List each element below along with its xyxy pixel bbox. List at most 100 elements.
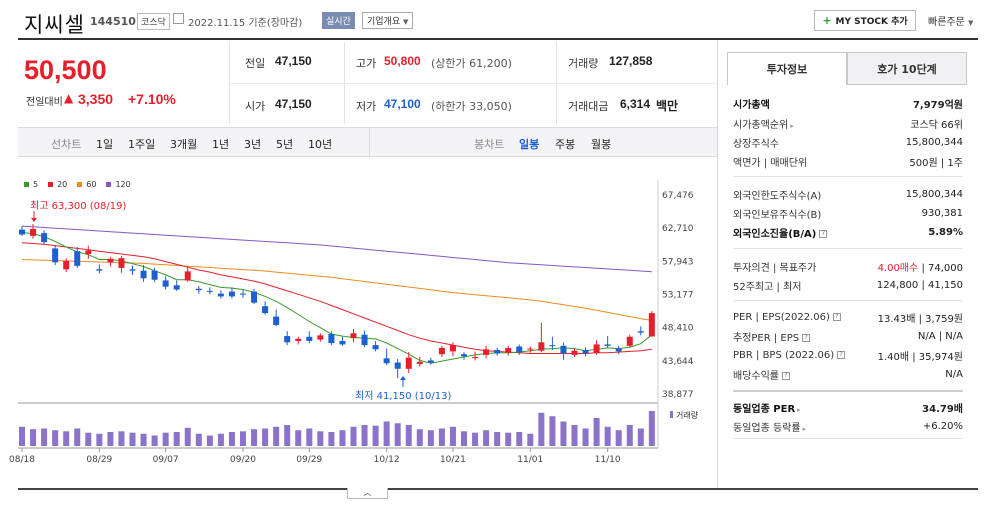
sector-chg-label[interactable]: 동일업종 등락률	[733, 422, 801, 434]
candle-body	[129, 269, 136, 271]
volume-bar	[30, 429, 37, 446]
candle-body	[41, 233, 48, 243]
tab-monthly[interactable]: 월봉	[591, 138, 612, 151]
volume-bar	[63, 431, 70, 446]
help-icon[interactable]: ?	[837, 350, 846, 359]
candle-body	[195, 288, 202, 291]
x-tick-label: 11/01	[517, 455, 543, 465]
caret-right-icon: ▸	[802, 424, 807, 433]
realtime-button[interactable]: 실시간	[322, 12, 355, 29]
add-mystock-button[interactable]: + MY STOCK 추가	[814, 10, 916, 31]
info-row: 투자의견 | 목표주가 4.00매수 | 74,000	[733, 258, 963, 274]
candle-body	[317, 335, 324, 340]
help-icon[interactable]: ?	[832, 312, 841, 321]
volume-legend-swatch	[670, 411, 673, 418]
volume-bar	[240, 431, 246, 446]
x-tick-label: 09/29	[296, 455, 322, 465]
tab-1w[interactable]: 1주일	[128, 138, 156, 151]
candle-body	[140, 270, 147, 279]
candle-body	[30, 228, 37, 236]
volume-bar	[615, 430, 622, 446]
company-info-dropdown[interactable]: 기업개요 ▼	[362, 12, 414, 29]
current-price: 50,500	[24, 55, 107, 85]
sector-per-label[interactable]: 동일업종 PER	[733, 403, 796, 415]
divider	[229, 83, 718, 84]
volume-bar	[262, 428, 269, 446]
help-icon[interactable]: ?	[802, 333, 811, 342]
candle-body	[593, 344, 600, 353]
volume-bar	[560, 421, 567, 446]
info-row: 시가총액 7,979억원	[733, 95, 963, 111]
candle-body	[394, 362, 401, 369]
volume-bar	[339, 430, 346, 446]
candle-body	[427, 360, 434, 363]
tab-1y[interactable]: 1년	[212, 138, 230, 151]
divider	[369, 127, 370, 157]
candle-body	[206, 290, 213, 292]
cap-rank-value: 코스닥 66위	[910, 119, 963, 131]
help-icon[interactable]: ?	[782, 371, 790, 380]
volume-bar	[571, 425, 578, 446]
y-tick-label: 57,943	[662, 257, 694, 267]
amount-value: 6,314	[620, 97, 651, 111]
candle-body	[648, 313, 655, 337]
stock-code: 144510	[90, 15, 136, 28]
shares-label: 상장주식수	[733, 138, 779, 150]
info-row: 외국인한도주식수(A) 15,800,344	[733, 186, 963, 202]
caret-right-icon: ▸	[797, 405, 801, 414]
quick-order-link[interactable]: 빠른주문 ▼	[928, 13, 973, 28]
candle-body	[449, 345, 456, 352]
info-row: 액면가 | 매매단위 500원 | 1주	[733, 153, 963, 169]
tab-daily[interactable]: 일봉	[519, 138, 540, 151]
candle-body	[228, 291, 235, 297]
shares-value: 15,800,344	[905, 136, 963, 148]
info-tabs: 투자정보 호가 10단계	[727, 52, 967, 85]
panel-divider	[717, 40, 718, 488]
per-label: PER | EPS(2022.06)	[733, 311, 830, 323]
volume-bar	[483, 430, 490, 446]
dividend-value: N/A	[945, 368, 963, 380]
tab-weekly[interactable]: 주봉	[555, 138, 576, 151]
x-tick-label: 08/29	[86, 455, 112, 465]
volume-bar	[85, 432, 92, 446]
tab-10y[interactable]: 10년	[308, 138, 333, 151]
candle-body	[372, 345, 379, 350]
volume-bar	[107, 432, 114, 446]
chart-tab-bar	[18, 127, 718, 157]
candle-body	[549, 345, 556, 347]
divider	[733, 438, 963, 439]
candle-body	[107, 258, 114, 263]
help-icon[interactable]: ?	[819, 229, 828, 238]
tab-3y[interactable]: 3년	[244, 138, 262, 151]
price-chart[interactable]: 67,476 62,710 57,943 53,177 48,410 43,644 38,8…	[0, 0, 720, 488]
info-row: 시가총액순위 ▸ 코스닥 66위	[733, 115, 963, 131]
header-divider	[18, 38, 978, 40]
target-value: 74,000	[928, 262, 963, 274]
tab-3m[interactable]: 3개월	[170, 138, 198, 151]
volume-bar	[284, 425, 291, 446]
cap-rank-label[interactable]: 시가총액순위	[733, 119, 789, 131]
bottom-divider	[18, 488, 978, 490]
candle-body	[615, 348, 622, 352]
chart-legend: 5 20 60 120	[24, 180, 131, 189]
tab-1d[interactable]: 1일	[96, 138, 114, 151]
annotation-high: 최고 63,300 (08/19)	[30, 200, 126, 212]
candle-body	[273, 316, 280, 325]
lower-limit: (하한가 33,050)	[431, 100, 512, 113]
price-change-pct: +7.10%	[128, 91, 176, 107]
high-label: 고가	[356, 57, 377, 70]
volume-bar	[74, 428, 81, 446]
info-row: 외국인보유주식수(B) 930,381	[733, 205, 963, 221]
candle-body	[151, 270, 158, 280]
candle-body	[118, 258, 125, 268]
tab-order-book[interactable]: 호가 10단계	[847, 52, 967, 85]
collapse-button[interactable]: ︿	[347, 488, 388, 499]
candle-chart-label: 봉차트	[474, 138, 505, 151]
volume-bar	[538, 412, 545, 446]
low-label: 저가	[356, 100, 377, 113]
volume-legend: 거래량	[676, 410, 699, 420]
tab-5y[interactable]: 5년	[276, 138, 294, 151]
tab-invest-info[interactable]: 투자정보	[727, 52, 847, 85]
plus-icon: +	[822, 14, 832, 27]
volume-bar	[582, 428, 589, 446]
